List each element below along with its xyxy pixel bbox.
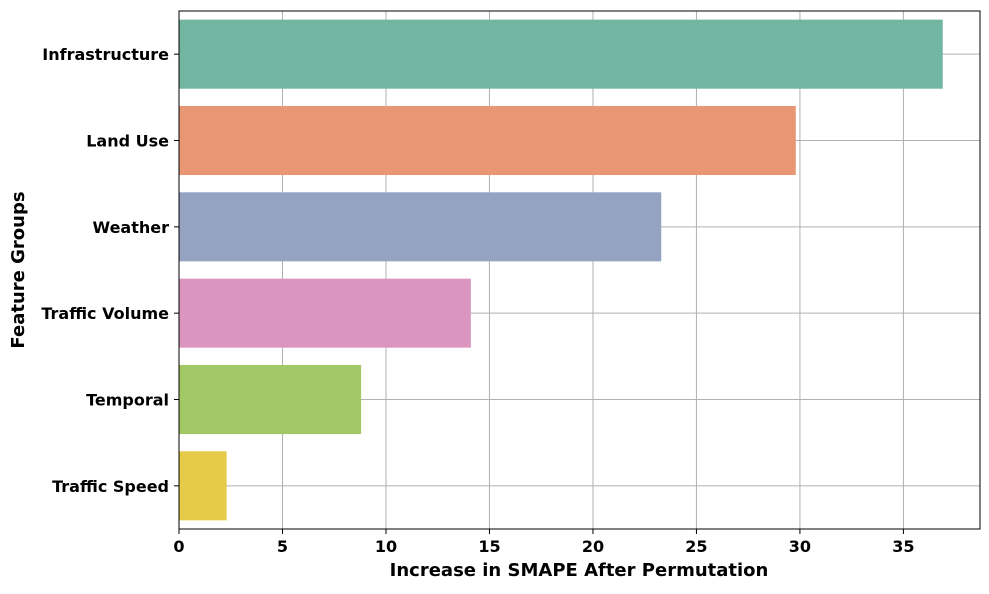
bar-temporal (179, 364, 362, 435)
y-tick-label: Weather (92, 218, 169, 237)
y-tick-label: Infrastructure (42, 45, 169, 64)
x-tick-label: 0 (173, 537, 184, 556)
x-axis: 0 5 10 15 20 25 30 35 (173, 529, 915, 556)
bar-traffic-volume (179, 278, 471, 348)
y-tick-label: Temporal (86, 391, 169, 410)
y-axis-title: Feature Groups (8, 191, 29, 348)
y-axis: Infrastructure Land Use Weather Traffic Vol… (41, 45, 179, 496)
x-tick-label: 30 (789, 537, 811, 556)
bar-land-use (179, 105, 796, 176)
bars-layer (179, 19, 943, 521)
plot-frame (178, 10, 981, 530)
bar-weather (179, 192, 662, 262)
y-tick-label: Traffic Speed (52, 477, 169, 496)
y-tick-label: Land Use (86, 132, 169, 151)
x-tick-label: 15 (478, 537, 500, 556)
bar-infrastructure (179, 19, 943, 89)
x-tick-label: 5 (277, 537, 288, 556)
bar-traffic-speed (179, 451, 227, 521)
y-tick-label: Traffic Volume (41, 304, 169, 323)
x-tick-label: 10 (375, 537, 397, 556)
x-axis-title: Increase in SMAPE After Permutation (390, 560, 769, 581)
x-tick-label: 35 (892, 537, 914, 556)
x-tick-label: 20 (582, 537, 604, 556)
x-tick-label: 25 (685, 537, 707, 556)
